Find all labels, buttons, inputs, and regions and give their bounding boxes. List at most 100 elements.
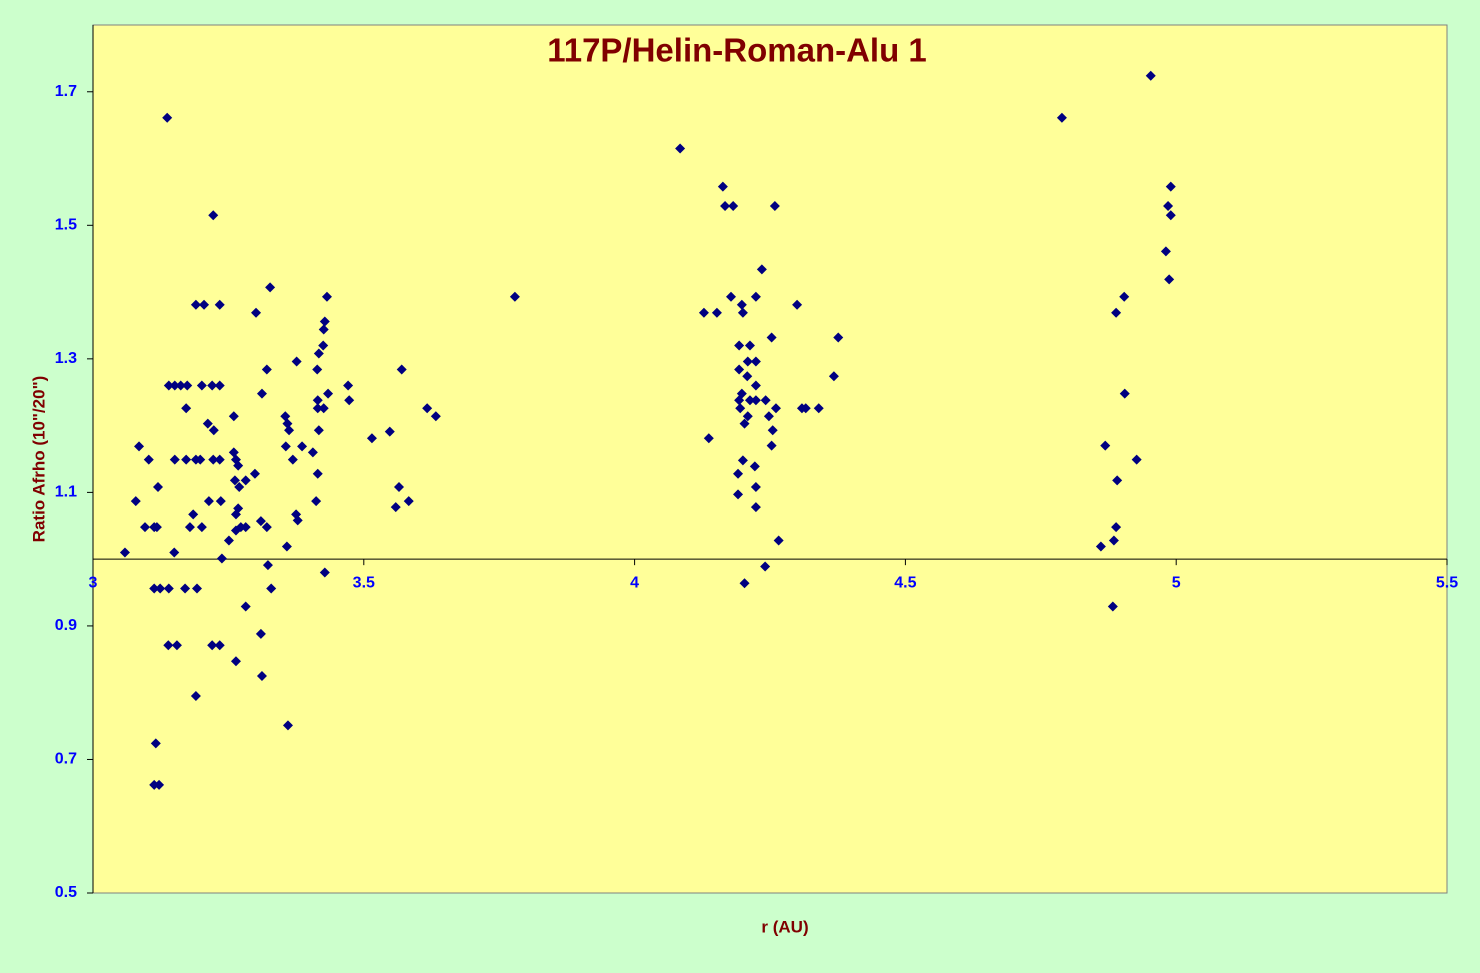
data-point xyxy=(307,447,318,458)
data-point xyxy=(763,411,774,422)
data-point xyxy=(255,628,266,639)
data-point xyxy=(313,348,324,359)
data-point xyxy=(249,468,260,479)
data-point xyxy=(312,403,323,414)
data-point xyxy=(735,403,746,414)
data-point xyxy=(343,380,354,391)
data-point xyxy=(749,461,760,472)
data-point xyxy=(196,522,207,533)
data-point xyxy=(216,553,227,564)
data-point xyxy=(737,307,748,318)
data-point xyxy=(828,371,839,382)
data-point xyxy=(736,299,747,310)
data-point xyxy=(1163,200,1174,211)
data-point xyxy=(1145,70,1156,81)
x-tick-label: 4 xyxy=(630,574,639,591)
data-point xyxy=(208,454,219,465)
data-point xyxy=(230,656,241,667)
data-point xyxy=(756,264,767,275)
data-point xyxy=(284,425,295,436)
data-point xyxy=(230,509,241,520)
data-point xyxy=(720,200,731,211)
data-point xyxy=(319,316,330,327)
data-point xyxy=(800,403,811,414)
data-point xyxy=(311,496,322,507)
data-point xyxy=(266,583,277,594)
data-point xyxy=(1165,210,1176,221)
data-point xyxy=(318,340,329,351)
data-point xyxy=(261,522,272,533)
x-axis-label: r (AU) xyxy=(761,917,808,936)
data-point xyxy=(261,364,272,375)
data-point xyxy=(312,395,323,406)
y-tick-label: 1.1 xyxy=(55,484,77,501)
data-point xyxy=(256,671,267,681)
data-point xyxy=(265,282,276,293)
data-point xyxy=(1164,274,1175,285)
data-point xyxy=(282,720,293,731)
data-point xyxy=(175,380,186,391)
data-point xyxy=(162,112,173,123)
data-point xyxy=(1165,181,1176,192)
data-point xyxy=(760,561,771,572)
data-point xyxy=(321,291,332,302)
data-point xyxy=(150,738,161,749)
data-point xyxy=(190,691,201,702)
data-point xyxy=(143,454,154,465)
data-point xyxy=(119,547,130,558)
data-point xyxy=(734,364,745,375)
data-point xyxy=(163,583,174,594)
data-point xyxy=(281,541,292,552)
data-point xyxy=(396,364,407,375)
data-point xyxy=(1056,112,1067,123)
y-tick-label: 1.3 xyxy=(55,350,77,367)
data-point xyxy=(744,395,755,406)
data-point xyxy=(750,356,761,367)
data-point xyxy=(750,291,761,302)
data-point xyxy=(181,403,192,414)
data-point xyxy=(792,299,803,310)
data-point xyxy=(214,299,225,310)
y-tick-label: 0.9 xyxy=(55,617,77,634)
data-point xyxy=(312,364,323,375)
data-point xyxy=(251,307,262,318)
data-point xyxy=(169,454,180,465)
data-point xyxy=(230,525,241,536)
data-point xyxy=(833,332,844,343)
data-point xyxy=(734,340,745,351)
data-point xyxy=(390,502,401,513)
data-point xyxy=(318,403,329,414)
data-point xyxy=(394,482,405,493)
data-point xyxy=(750,380,761,391)
data-point xyxy=(1108,535,1119,546)
data-point xyxy=(1119,291,1130,302)
data-point xyxy=(1160,246,1171,257)
data-point xyxy=(152,482,163,493)
data-point xyxy=(215,496,226,507)
data-point xyxy=(214,640,225,651)
data-point xyxy=(509,291,520,302)
data-point xyxy=(229,475,240,486)
data-point xyxy=(262,560,273,571)
data-point xyxy=(223,535,234,546)
data-point xyxy=(180,583,191,594)
y-tick-label: 1.5 xyxy=(55,217,77,234)
data-point xyxy=(766,440,777,451)
data-point xyxy=(291,356,302,367)
data-point xyxy=(728,200,739,211)
data-point xyxy=(234,482,245,493)
data-point xyxy=(766,332,777,343)
data-point xyxy=(742,356,753,367)
data-point xyxy=(191,583,202,594)
data-point xyxy=(750,482,761,493)
data-point xyxy=(202,418,213,429)
data-point xyxy=(739,418,750,429)
data-point xyxy=(403,496,414,507)
data-point xyxy=(134,441,145,452)
data-point xyxy=(155,583,166,594)
data-point xyxy=(1095,541,1106,552)
plot-area xyxy=(92,24,1448,894)
data-point xyxy=(214,454,225,465)
data-point xyxy=(750,502,761,513)
